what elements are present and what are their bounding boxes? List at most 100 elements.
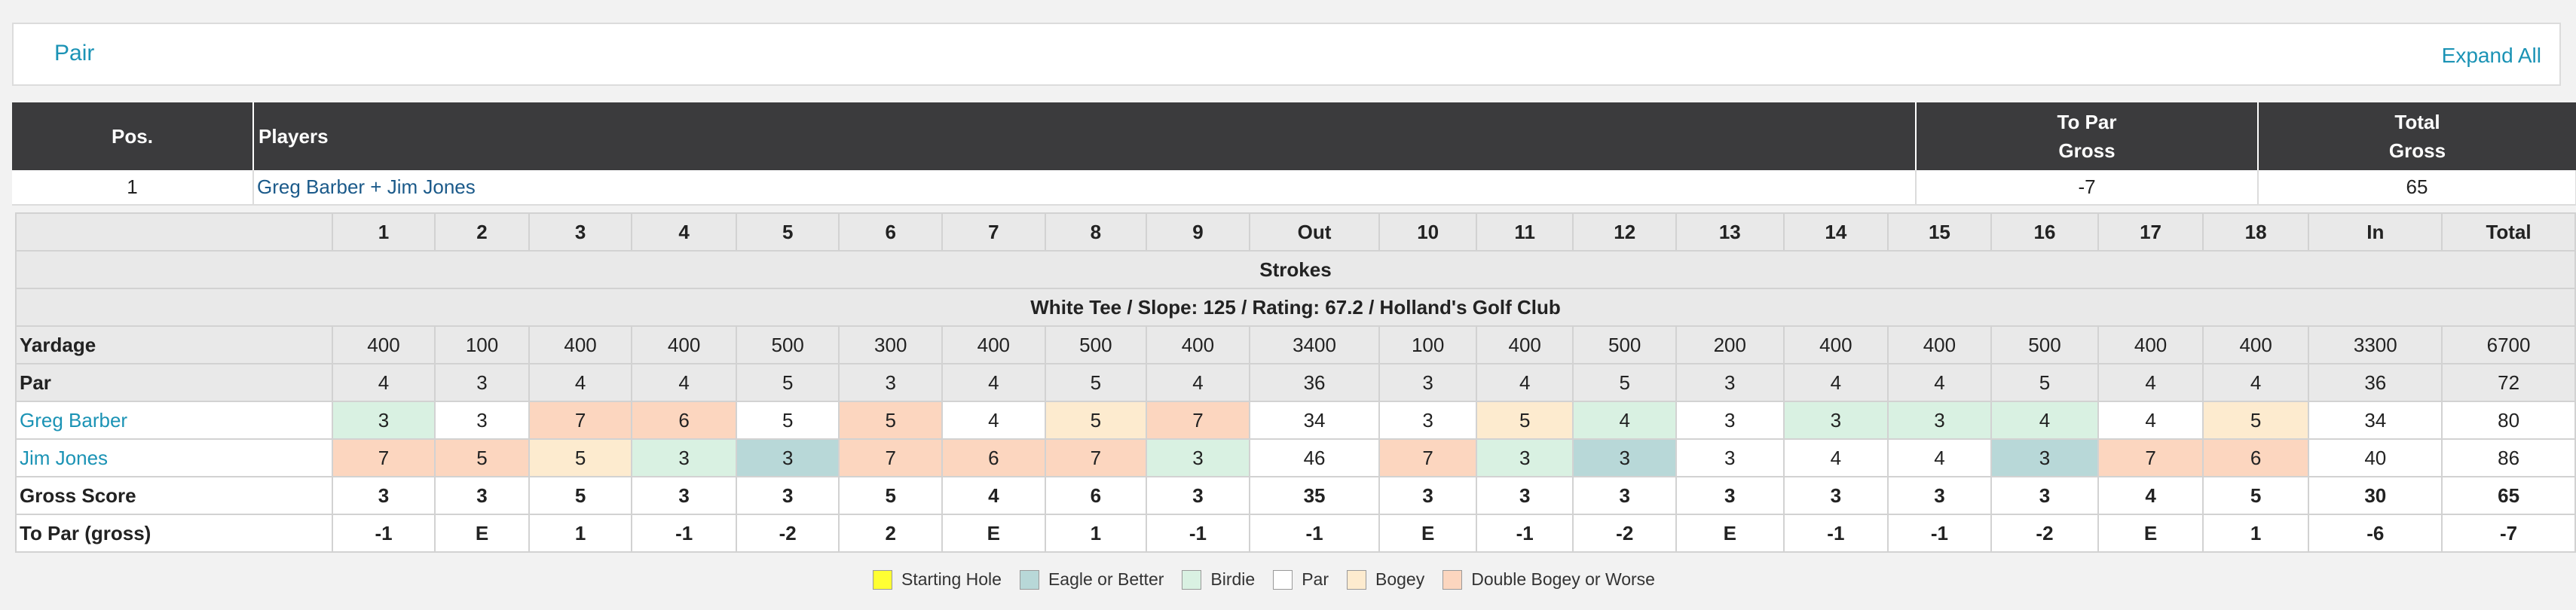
- score-cell: 500: [1572, 325, 1677, 364]
- score-cell: -2: [1572, 514, 1677, 553]
- score-cell: 5: [735, 363, 840, 402]
- score-cell: 34: [1248, 401, 1381, 440]
- score-cell: 3400: [1248, 325, 1381, 364]
- legend-item: Par: [1273, 569, 1329, 590]
- legend-swatch: [873, 569, 892, 590]
- score-cell: 4: [1782, 363, 1889, 402]
- score-cell: 5: [838, 401, 944, 440]
- score-cell: 3: [331, 401, 436, 440]
- hole-number-cell: 6: [838, 212, 944, 252]
- player-name-link[interactable]: Jim Jones: [15, 438, 333, 477]
- hole-number-cell: 18: [2201, 212, 2310, 252]
- score-cell: 1: [1044, 514, 1148, 553]
- score-cell: 3: [1378, 363, 1477, 402]
- score-cell: 100: [1378, 325, 1477, 364]
- hole-number-cell: 8: [1044, 212, 1148, 252]
- to-par-column-header: To Par Gross: [1916, 102, 2259, 170]
- pos-column-header: Pos.: [12, 102, 254, 170]
- score-cell: 3: [1675, 401, 1785, 440]
- score-cell: E: [941, 514, 1046, 553]
- score-cell: 400: [528, 325, 633, 364]
- score-cell: 4: [941, 363, 1046, 402]
- legend-item: Starting Hole: [873, 569, 1002, 590]
- score-cell: 400: [2097, 325, 2204, 364]
- score-cell: 3: [838, 363, 944, 402]
- score-cell: 2: [838, 514, 944, 553]
- hole-number-cell: 12: [1572, 212, 1677, 252]
- score-cell: 1: [2201, 514, 2310, 553]
- score-cell: 3: [434, 476, 530, 515]
- legend-item: Birdie: [1182, 569, 1255, 590]
- score-cell: 46: [1248, 438, 1381, 477]
- score-cell: 400: [1887, 325, 1992, 364]
- score-cell: -1: [1887, 514, 1992, 553]
- strokes-banner-row: Strokes: [15, 250, 2576, 289]
- score-cell: 3: [1887, 476, 1992, 515]
- total-cell: 65: [2258, 170, 2576, 206]
- leaderboard-row[interactable]: 1 Greg Barber + Jim Jones -7 65: [12, 170, 2576, 206]
- score-cell: 3: [1675, 438, 1785, 477]
- score-cell: 3: [735, 476, 840, 515]
- score-cell: 4: [2097, 476, 2204, 515]
- player-name-link[interactable]: Greg Barber: [15, 401, 333, 440]
- tee-info-row: White Tee / Slope: 125 / Rating: 67.2 / …: [15, 288, 2576, 327]
- hole-number-cell: 10: [1378, 212, 1477, 252]
- hole-number-cell: 14: [1782, 212, 1889, 252]
- score-cell: 100: [434, 325, 530, 364]
- score-cell: 36: [1248, 363, 1381, 402]
- row-label: Gross Score: [15, 476, 333, 515]
- score-cell: 6: [2201, 438, 2310, 477]
- hole-number-cell: 5: [735, 212, 840, 252]
- hole-number-cell: 1: [331, 212, 436, 252]
- hole-number-cell: 7: [941, 212, 1046, 252]
- score-cell: 7: [331, 438, 436, 477]
- score-cell: 3: [1675, 476, 1785, 515]
- score-cell: 7: [1378, 438, 1477, 477]
- pos-cell: 1: [12, 170, 254, 206]
- score-cell: 400: [1782, 325, 1889, 364]
- score-cell: 200: [1675, 325, 1785, 364]
- score-cell: 3: [1990, 438, 2100, 477]
- score-cell: 300: [838, 325, 944, 364]
- strokes-banner: Strokes: [15, 250, 2576, 289]
- score-cell: 7: [2097, 438, 2204, 477]
- score-cell: 5: [2201, 476, 2310, 515]
- score-cell: 6: [631, 401, 737, 440]
- players-cell[interactable]: Greg Barber + Jim Jones: [253, 170, 1917, 206]
- score-cell: 7: [528, 401, 633, 440]
- score-cell: 3: [1146, 476, 1250, 515]
- hole-number-cell: 2: [434, 212, 530, 252]
- legend-swatch: [1442, 569, 1463, 590]
- legend-item: Eagle or Better: [1019, 569, 1164, 590]
- scorecard-table: 1 2 3 4 5 6 7 8 9 Out 10 11 12 13 14 15 16 17 18 In Total Str…: [15, 212, 2576, 553]
- gross-score-row: Gross Score 3 3 5 3 3 5 4 6 3 35 3 3 3 3 3 3 3 4 5 30 65: [15, 476, 2576, 515]
- score-cell: 3: [1675, 363, 1785, 402]
- score-cell: 5: [2201, 401, 2310, 440]
- score-cell: 4: [1475, 363, 1574, 402]
- score-cell: 5: [434, 438, 530, 477]
- score-cell: 5: [528, 476, 633, 515]
- score-cell: 3: [1887, 401, 1992, 440]
- legend-label: Bogey: [1375, 569, 1425, 589]
- score-cell: 4: [631, 363, 737, 402]
- hole-number-cell: 17: [2097, 212, 2204, 252]
- score-cell: 3: [1782, 476, 1889, 515]
- legend-label: Birdie: [1210, 569, 1256, 589]
- score-cell: 4: [941, 401, 1046, 440]
- hole-number-cell: In: [2308, 212, 2443, 252]
- score-cell: 4: [2097, 363, 2204, 402]
- expand-all-link[interactable]: Expand All: [2441, 44, 2541, 67]
- score-cell: 86: [2441, 438, 2576, 477]
- par-row: Par 4 3 4 4 5 3 4 5 4 36 3 4 5 3 4 4 5 4 4 36 72: [15, 363, 2576, 402]
- score-cell: 3: [631, 438, 737, 477]
- score-cell: 4: [1990, 401, 2100, 440]
- score-cell: 34: [2308, 401, 2443, 440]
- score-cell: 4: [941, 476, 1046, 515]
- score-cell: 1: [528, 514, 633, 553]
- to-par-header-line2: Gross: [2058, 139, 2116, 162]
- score-cell: 5: [528, 438, 633, 477]
- hole-number-cell: 15: [1887, 212, 1992, 252]
- score-cell: 4: [2201, 363, 2310, 402]
- score-cell: 3: [434, 401, 530, 440]
- score-cell: 6: [941, 438, 1046, 477]
